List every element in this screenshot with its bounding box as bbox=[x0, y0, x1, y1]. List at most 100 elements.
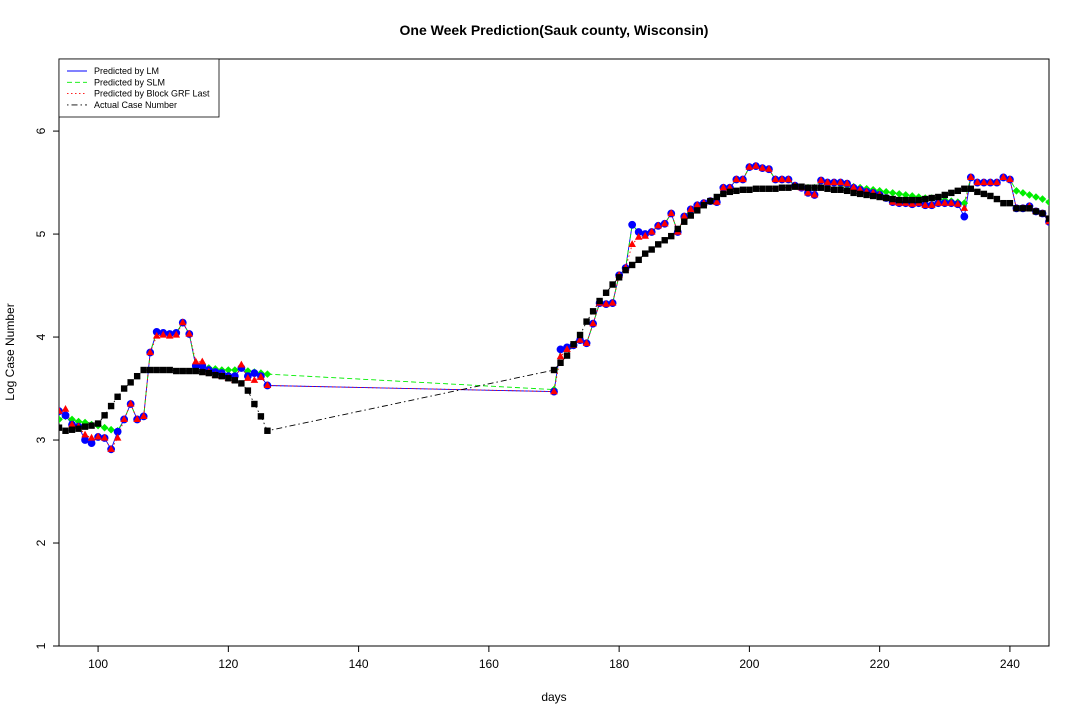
data-point bbox=[257, 413, 265, 420]
data-point bbox=[817, 184, 825, 191]
data-point bbox=[830, 186, 838, 193]
data-point bbox=[140, 366, 147, 374]
data-point bbox=[244, 367, 252, 375]
data-point bbox=[1026, 205, 1033, 212]
data-point bbox=[602, 289, 610, 296]
data-point bbox=[635, 256, 642, 264]
x-tick-label: 220 bbox=[870, 657, 890, 671]
data-point bbox=[1013, 205, 1020, 212]
data-point bbox=[1039, 210, 1046, 217]
markers-circle bbox=[59, 162, 1049, 454]
data-point bbox=[139, 412, 148, 419]
x-tick-label: 120 bbox=[218, 657, 238, 671]
data-point bbox=[178, 318, 187, 326]
data-point bbox=[94, 432, 102, 440]
data-point bbox=[986, 178, 995, 186]
data-point bbox=[674, 225, 681, 233]
data-point bbox=[550, 366, 558, 374]
data-point bbox=[987, 192, 994, 200]
legend-label: Predicted by LM bbox=[94, 66, 159, 76]
data-point bbox=[146, 366, 154, 374]
data-point bbox=[940, 198, 949, 206]
data-point bbox=[146, 348, 154, 356]
data-point bbox=[993, 195, 1001, 203]
data-point bbox=[901, 191, 910, 199]
data-point bbox=[244, 374, 252, 381]
x-axis-label: days bbox=[541, 690, 566, 704]
data-point bbox=[59, 415, 63, 424]
data-point bbox=[1025, 191, 1034, 199]
data-point bbox=[974, 188, 981, 196]
markers-square bbox=[59, 183, 1049, 434]
legend-box bbox=[58, 58, 220, 118]
data-point bbox=[752, 185, 760, 192]
x-tick-label: 180 bbox=[609, 657, 629, 671]
data-point bbox=[556, 352, 565, 360]
data-point bbox=[172, 330, 181, 338]
y-tick-label: 5 bbox=[34, 230, 48, 237]
data-point bbox=[863, 191, 870, 199]
data-point bbox=[668, 232, 675, 240]
data-point bbox=[68, 426, 76, 433]
data-point bbox=[745, 162, 754, 170]
chart-title: One Week Prediction(Sauk county, Wiscons… bbox=[400, 22, 709, 38]
data-point bbox=[849, 183, 858, 191]
legend-label: Actual Case Number bbox=[94, 100, 177, 110]
data-point bbox=[758, 163, 767, 171]
data-point bbox=[231, 366, 239, 374]
data-point bbox=[694, 207, 701, 214]
data-point bbox=[817, 176, 825, 184]
data-point bbox=[107, 445, 115, 452]
data-point bbox=[655, 241, 662, 248]
data-point bbox=[185, 329, 194, 337]
data-point bbox=[941, 191, 948, 199]
y-axis: 1 2 3 4 5 6 bbox=[34, 127, 59, 649]
data-point bbox=[257, 373, 265, 380]
data-point bbox=[661, 237, 668, 244]
data-point bbox=[713, 193, 721, 201]
data-point bbox=[804, 184, 812, 191]
data-point bbox=[752, 161, 760, 169]
data-point bbox=[902, 196, 909, 204]
data-point bbox=[772, 185, 779, 192]
data-point bbox=[576, 335, 584, 343]
data-point bbox=[843, 179, 851, 187]
data-point bbox=[895, 196, 903, 204]
data-point bbox=[557, 359, 564, 366]
data-point bbox=[739, 186, 747, 193]
data-point bbox=[837, 186, 844, 193]
data-point bbox=[746, 186, 753, 193]
data-point bbox=[238, 380, 245, 387]
data-point bbox=[589, 308, 597, 315]
x-tick-label: 160 bbox=[479, 657, 499, 671]
x-tick-label: 100 bbox=[88, 657, 108, 671]
data-point bbox=[922, 195, 929, 203]
data-point bbox=[205, 369, 213, 377]
data-point bbox=[1019, 205, 1027, 212]
data-point bbox=[165, 331, 174, 339]
data-point bbox=[263, 381, 272, 389]
data-point bbox=[967, 173, 975, 181]
series-predicted-by-block-grf-last bbox=[59, 165, 1049, 451]
y-axis-label: Log Case Number bbox=[3, 303, 17, 400]
data-point bbox=[133, 372, 141, 380]
data-point bbox=[1012, 187, 1021, 195]
data-point bbox=[186, 367, 193, 375]
data-point bbox=[126, 399, 135, 407]
data-point bbox=[62, 427, 69, 434]
data-point bbox=[667, 209, 676, 217]
data-point bbox=[1045, 215, 1049, 222]
data-point bbox=[824, 185, 831, 192]
data-point bbox=[960, 212, 969, 221]
data-point bbox=[75, 425, 82, 432]
data-point bbox=[726, 188, 734, 196]
data-point bbox=[830, 178, 838, 186]
data-point bbox=[1038, 195, 1047, 203]
data-point bbox=[733, 187, 740, 195]
data-point bbox=[726, 183, 734, 191]
data-point bbox=[882, 194, 890, 202]
data-point bbox=[759, 185, 766, 192]
data-point bbox=[967, 185, 975, 192]
data-point bbox=[811, 184, 818, 191]
